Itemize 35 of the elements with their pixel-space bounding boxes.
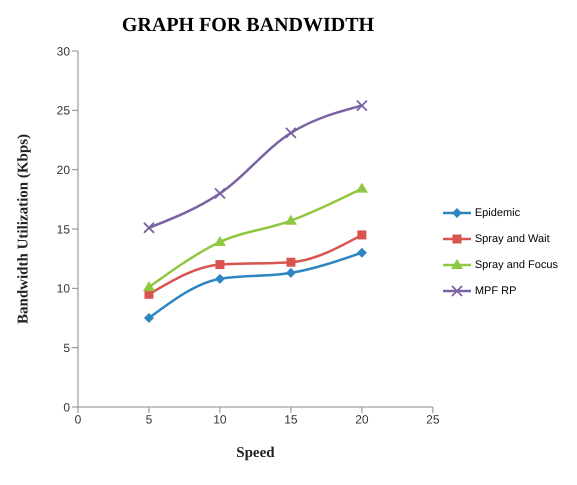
point: [143, 222, 155, 234]
point: [144, 313, 154, 323]
x-tick-label: 25: [426, 412, 440, 427]
point: [214, 236, 226, 246]
point: [284, 214, 297, 225]
y-tick-label: 5: [63, 340, 70, 355]
y-axis-title: Bandwidth Utilization (Kbps): [15, 134, 32, 324]
y-tick-label: 15: [56, 222, 70, 236]
y-tick-label: 0: [63, 400, 70, 414]
x-tick-label: 0: [74, 412, 82, 427]
point: [357, 230, 366, 240]
point: [214, 188, 226, 200]
legend-label: Spray and Wait: [474, 233, 550, 245]
x-tick-label: 15: [284, 412, 298, 427]
x-tick-label: 20: [355, 412, 369, 427]
point: [285, 126, 297, 139]
point: [142, 281, 155, 292]
point: [356, 100, 368, 112]
point: [286, 268, 296, 278]
point: [286, 258, 296, 267]
legend-label: Epidemic: [474, 207, 520, 219]
legend-label: MPF RP: [474, 285, 516, 297]
point: [214, 274, 225, 284]
legend-label: Spray and Focus: [474, 259, 558, 271]
y-tick-label: 10: [56, 282, 70, 296]
point: [356, 248, 367, 258]
x-tick-label: 10: [213, 412, 227, 427]
x-axis-title: Speed: [236, 445, 276, 461]
x-tick-label: 5: [146, 412, 153, 427]
point: [356, 182, 368, 193]
y-tick-label: 25: [56, 104, 70, 118]
chart-title: GRAPH FOR BANDWIDTH: [120, 13, 376, 37]
point: [215, 260, 224, 270]
y-tick-label: 20: [56, 162, 70, 177]
y-tick-label: 30: [56, 44, 70, 58]
